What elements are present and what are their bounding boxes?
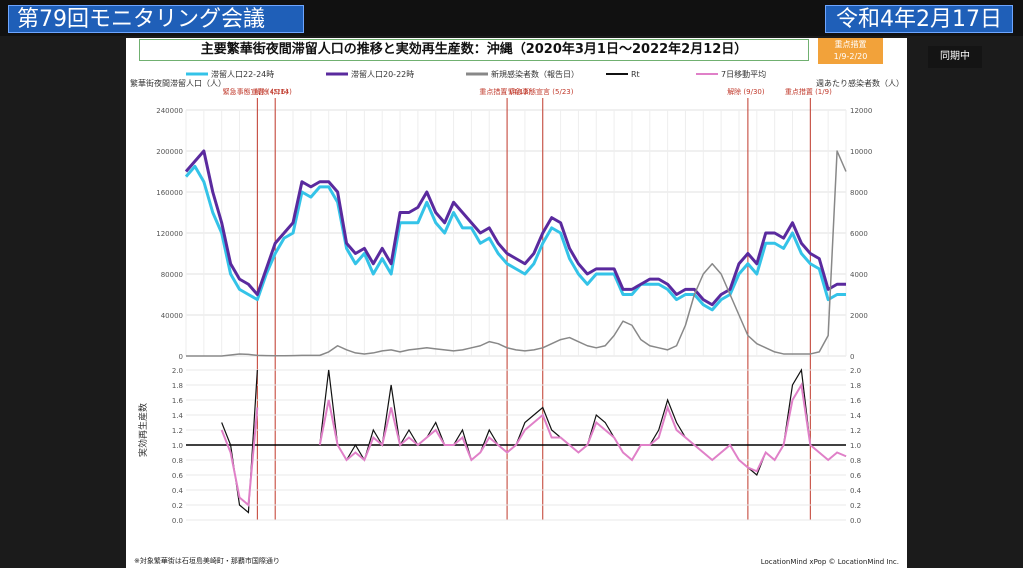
rt-tick-label: 0.8 <box>172 457 183 465</box>
chart-canvas: 滞留人口22-24時 滞留人口20-22時 新規感染者数（報告日） Rt 7日移動平均繁… <box>130 69 904 525</box>
event-label: 緊急事態宣言 (5/23) <box>508 87 574 96</box>
y-tick-label: 120000 <box>156 230 183 238</box>
rt-tick-label: 0.2 <box>172 502 183 510</box>
rt-tick-label: 1.0 <box>172 442 183 450</box>
event-label: 重点措置 (4/12) <box>479 87 531 96</box>
y2-tick-label: 2000 <box>850 312 868 320</box>
y-tick-label: 80000 <box>161 271 183 279</box>
source-credit: LocationMind xPop © LocationMind Inc. <box>760 558 899 566</box>
rt-axis-label: 実効再生産数 <box>137 403 149 457</box>
measure-badge: 重点措置 1/9-2/20 <box>818 38 883 64</box>
series-line <box>186 150 847 357</box>
series-line <box>184 164 846 312</box>
event-label: 解除 (9/30) <box>727 87 765 96</box>
footnote: ※対象繁華街は石垣島美崎町・那覇市国際通り <box>134 557 280 565</box>
y-tick-label: 160000 <box>156 189 183 197</box>
y-tick-label: 240000 <box>156 107 183 115</box>
rt-tick-label: 0.0 <box>172 517 183 525</box>
rt-tick-label: 1.4 <box>172 412 184 420</box>
rt-tick-label: 2.0 <box>172 367 183 375</box>
legend-label: 滞留人口22-24時 <box>211 69 274 79</box>
event-label: 緊急事態宣言 (4/16) <box>223 87 289 96</box>
rt-tick-label: 1.8 <box>172 382 183 390</box>
rt-tick-label-right: 0.4 <box>850 487 862 495</box>
rt-tick-label-right: 2.0 <box>850 367 861 375</box>
rt-tick-label-right: 1.4 <box>850 412 862 420</box>
legend-label: 新規感染者数（報告日） <box>491 69 579 79</box>
rt-tick-label: 1.6 <box>172 397 184 405</box>
y2-tick-label: 4000 <box>850 271 868 279</box>
y2-axis-label: 週あたり感染者数（人） <box>816 78 904 88</box>
rt-series-line <box>318 382 847 473</box>
slide: 主要繁華街夜間滞留人口の推移と実効再生産数：沖縄（2020年3月1日～2022年… <box>126 38 907 568</box>
rt-tick-label-right: 1.8 <box>850 382 861 390</box>
legend-label: 7日移動平均 <box>721 69 766 79</box>
rt-tick-label: 1.2 <box>172 427 183 435</box>
event-label: 重点措置 (1/9) <box>785 87 832 96</box>
measure-badge-line2: 1/9-2/20 <box>833 52 868 61</box>
meeting-date: 令和4年2月17日 <box>825 5 1013 33</box>
y-axis-label: 繁華街夜間滞留人口（人） <box>130 78 226 88</box>
y2-tick-label: 6000 <box>850 230 868 238</box>
rt-tick-label-right: 1.6 <box>850 397 862 405</box>
y-tick-label: 40000 <box>161 312 183 320</box>
rt-tick-label-right: 1.0 <box>850 442 861 450</box>
y2-tick-label: 12000 <box>850 107 872 115</box>
meeting-title: 第79回モニタリング会議 <box>8 5 304 33</box>
slide-title: 主要繁華街夜間滞留人口の推移と実効再生産数：沖縄（2020年3月1日～2022年… <box>139 39 809 61</box>
sync-status-badge: 同期中 <box>928 46 982 68</box>
measure-badge-line1: 重点措置 <box>834 40 867 49</box>
rt-tick-label-right: 0.0 <box>850 517 861 525</box>
rt-tick-label-right: 0.8 <box>850 457 861 465</box>
rt-tick-label: 0.4 <box>172 487 184 495</box>
rt-tick-label-right: 0.2 <box>850 502 861 510</box>
y2-tick-label: 10000 <box>850 148 872 156</box>
event-label: 解除 (5/14) <box>254 87 292 96</box>
series-line <box>184 149 846 307</box>
rt-series-line <box>319 368 847 476</box>
rt-tick-label: 0.6 <box>172 472 184 480</box>
y-tick-label: 0 <box>179 353 183 361</box>
legend-label: 滞留人口20-22時 <box>351 69 414 79</box>
y-tick-label: 200000 <box>156 148 183 156</box>
rt-tick-label-right: 0.6 <box>850 472 862 480</box>
rt-series-line <box>220 407 259 507</box>
rt-tick-label-right: 1.2 <box>850 427 861 435</box>
legend-label: Rt <box>631 70 640 79</box>
y2-tick-label: 0 <box>850 353 854 361</box>
y2-tick-label: 8000 <box>850 189 868 197</box>
